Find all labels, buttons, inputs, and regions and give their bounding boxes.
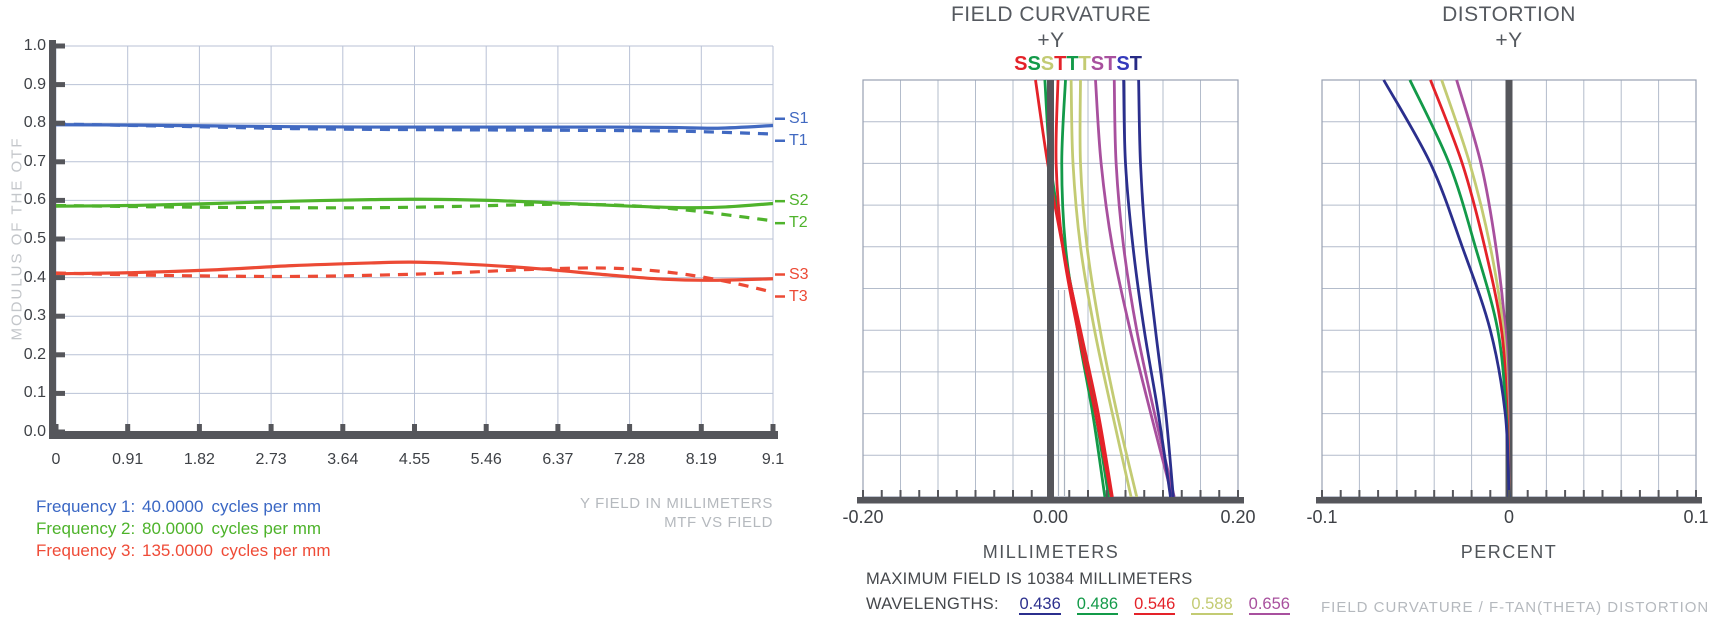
mtf-chart-title: MTF VS FIELD (664, 514, 773, 531)
distortion-curve-0.436 (1382, 79, 1511, 498)
field-curvature-curve-S-0.436 (1122, 79, 1172, 498)
mtf-y-tick-label: 0.7 (23, 152, 46, 170)
distortion-title: DISTORTION (1442, 3, 1576, 26)
wavelength-value: 0.436 (1019, 595, 1061, 616)
mtf-series-label-S2: S2 (789, 192, 809, 210)
legend-frequency-name: Frequency 3: (36, 541, 136, 560)
mtf-x-axis-title: Y FIELD IN MILLIMETERS (580, 495, 773, 512)
report-footer: FIELD CURVATURE / F-TAN(THETA) DISTORTIO… (1321, 599, 1710, 616)
mtf-plot (49, 40, 785, 439)
legend-frequency-value: 135.0000 (142, 541, 213, 560)
mtf-y-tick-label: 1.0 (23, 37, 46, 54)
mtf-y-tick-label: 0.3 (23, 307, 46, 325)
legend-frequency-name: Frequency 2: (36, 519, 136, 538)
curve-marker-letter: T (1104, 53, 1117, 75)
curve-marker-letter: T (1066, 53, 1079, 75)
wavelength-value: 0.656 (1248, 595, 1290, 616)
field-curvature-x-tick-label: 0.00 (1032, 507, 1069, 527)
curve-marker-letter: T (1129, 53, 1142, 75)
curve-marker-letter: S (1116, 53, 1130, 75)
mtf-series-T3 (55, 266, 774, 294)
mtf-series-label-S3: S3 (789, 265, 809, 283)
curve-marker-letter: S (1040, 53, 1055, 75)
field-curvature-x-tick-label: 0.20 (1220, 507, 1256, 527)
legend-frequency-value: 40.0000 (142, 497, 204, 516)
legend-frequency-unit: cycles per mm (211, 497, 322, 516)
mtf-y-tick-label: 0.5 (23, 230, 46, 247)
legend-frequency-unit: cycles per mm (211, 519, 322, 538)
field-curvature-curve-T-0.436 (1137, 79, 1175, 498)
mtf-series-T1 (55, 122, 774, 136)
distortion-x-tick-label: 0 (1503, 507, 1514, 527)
wavelengths-legend: WAVELENGTHS: 0.436 0.486 0.546 0.588 0.656 (866, 595, 1290, 616)
wavelength-value: 0.588 (1191, 595, 1233, 616)
mtf-y-tick-label: 0.1 (23, 384, 46, 402)
legend-frequency-line: Frequency 1: 40.0000 cycles per mm (36, 497, 330, 519)
curve-marker-letter: S (1027, 53, 1041, 75)
max-field-note: MAXIMUM FIELD IS 10384 MILLIMETERS (866, 570, 1193, 588)
distortion-x-axis-title: PERCENT (1460, 542, 1558, 562)
mtf-series-label-T1: T1 (789, 131, 808, 149)
mtf-y-tick-label: 0.6 (23, 191, 46, 209)
mtf-y-tick-label: 0.2 (23, 345, 46, 363)
mtf-x-tick-label: 7.28 (614, 451, 646, 468)
field-curvature-curve-T-0.656 (1112, 79, 1176, 498)
field-curvature-curve-T-0.588 (1078, 79, 1139, 498)
curve-marker-letter: T (1054, 53, 1067, 75)
mtf-x-tick-label: 3.64 (327, 451, 359, 468)
legend-frequency-value: 80.0000 (142, 519, 204, 538)
mtf-series-S2 (55, 197, 774, 210)
mtf-x-tick-label: 4.55 (398, 451, 431, 468)
mtf-y-tick-label: 0.4 (23, 268, 46, 286)
mtf-series-label-T2: T2 (789, 214, 808, 232)
field-curvature-curve-S-0.546 (1034, 79, 1114, 498)
mtf-frequency-legend: Frequency 1: 40.0000 cycles per mm Frequenc… (36, 497, 330, 563)
field-curvature-curve-S-0.656 (1094, 79, 1174, 498)
legend-frequency-line: Frequency 2: 80.0000 cycles per mm (36, 519, 330, 541)
legend-frequency-line: Frequency 3: 135.0000 cycles per mm (36, 541, 330, 563)
distortion-x-tick-label: -0.1 (1306, 507, 1338, 527)
wavelength-value: 0.546 (1134, 595, 1176, 616)
wavelengths-label: WAVELENGTHS: (866, 595, 999, 613)
legend-frequency-name: Frequency 1: (36, 497, 136, 516)
mtf-x-tick-label: 5.46 (470, 451, 502, 468)
field-curvature-curve-S-0.588 (1069, 79, 1133, 498)
distortion-subtitle: +Y (1495, 29, 1523, 52)
field-curvature-x-axis-title: MILLIMETERS (982, 542, 1120, 562)
mtf-y-tick-label: 0.9 (23, 75, 46, 93)
field-curvature-title: FIELD CURVATURE (950, 3, 1152, 26)
mtf-series-S3 (55, 260, 774, 282)
mtf-x-tick-label: 1.82 (183, 451, 215, 468)
distortion-plot (1316, 79, 1702, 504)
field-curvature-curve-markers: SSSTTTSTST (1012, 53, 1144, 76)
mtf-x-tick-label: 0 (51, 451, 61, 468)
field-curvature-subtitle: +Y (1037, 29, 1065, 52)
mtf-y-tick-label: 0.8 (23, 114, 46, 132)
mtf-x-tick-label: 2.73 (255, 451, 287, 468)
mtf-series-T2 (55, 202, 774, 223)
distortion-x-tick-label: 0.1 (1683, 507, 1709, 527)
curve-marker-letter: S (1090, 53, 1105, 75)
mtf-y-tick-label: 0.0 (23, 423, 46, 440)
wavelength-value: 0.486 (1076, 595, 1119, 616)
mtf-x-tick-label: 0.91 (112, 451, 144, 468)
curve-marker-letter: S (1014, 53, 1028, 75)
mtf-x-tick-label: 9.1 (761, 451, 785, 468)
field-curvature-curve-T-0.546 (1054, 79, 1113, 498)
curve-marker-letter: T (1078, 53, 1091, 75)
legend-frequency-unit: cycles per mm (220, 541, 331, 560)
mtf-series-label-S1: S1 (789, 109, 809, 127)
mtf-x-tick-label: 8.19 (685, 451, 717, 468)
field-curvature-x-tick-label: -0.20 (842, 507, 884, 527)
mtf-x-tick-label: 6.37 (542, 451, 574, 468)
field-curvature-plot (857, 79, 1244, 504)
mtf-series-label-T3: T3 (789, 287, 808, 305)
